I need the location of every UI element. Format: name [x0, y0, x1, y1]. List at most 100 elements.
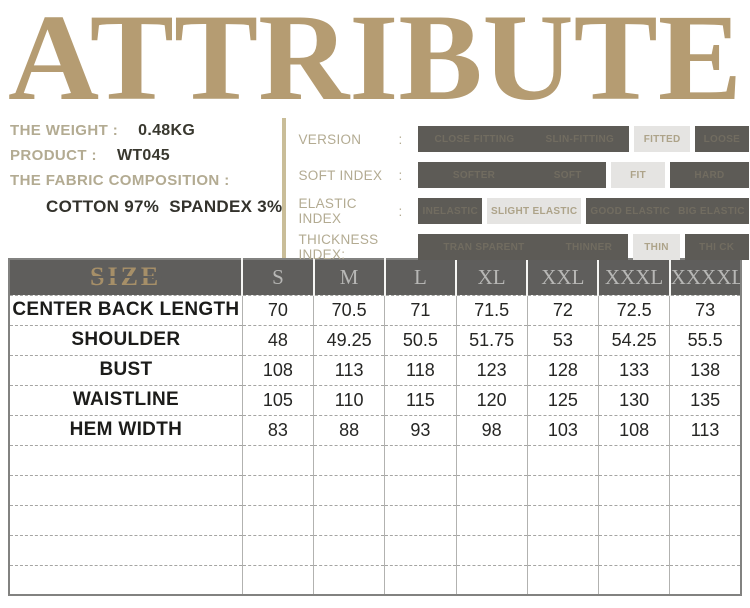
empty-row: [9, 564, 741, 595]
index-option-chip: FIT: [610, 162, 666, 188]
measurement-value: 135: [669, 384, 741, 415]
index-options: CLOSE FITTING SLIN-FITTING FITTED LOOSE: [418, 126, 749, 152]
empty-cell: [313, 564, 385, 595]
empty-cell: [313, 504, 385, 535]
measurement-label: BUST: [9, 354, 243, 385]
measurement-value: 103: [526, 414, 599, 445]
product-line: PRODUCT : WT045: [10, 147, 282, 167]
size-column-header: L: [383, 259, 456, 295]
empty-row: [9, 504, 741, 535]
size-table: SIZE S M L XL XXL XXXL XXXXL CENTER BACK LENGTH…: [8, 258, 742, 596]
index-row: ELASTIC INDEX: INELASTIC SLIGHT ELASTIC GOO…: [298, 196, 749, 226]
measurement-value: 118: [384, 354, 456, 385]
index-row-colon: :: [398, 131, 403, 147]
empty-cell: [455, 504, 528, 535]
empty-cell: [597, 474, 670, 505]
index-row: SOFT INDEX: SOFTER SOFT FIT HARD: [298, 162, 749, 188]
fabric-composition-line: THE FABRIC COMPOSITION :: [10, 172, 282, 192]
measurement-value: 71: [384, 294, 456, 325]
table-row: BUST 108 113 118 123 128 133 138: [9, 354, 741, 385]
fabric-composition-value: COTTON 97% SPANDEX 3%: [46, 197, 283, 216]
table-row: WAISTLINE 105 110 115 120 125 130 135: [9, 384, 741, 415]
measurement-value: 93: [384, 414, 456, 445]
empty-cell: [669, 564, 741, 595]
measurement-value: 55.5: [669, 324, 741, 355]
empty-cell: [313, 444, 385, 475]
index-options: SOFTER SOFT FIT HARD: [418, 162, 749, 188]
index-option-chip: FITTED: [634, 126, 691, 152]
size-column-header: XXL: [526, 259, 599, 295]
measurement-value: 54.25: [597, 324, 670, 355]
index-options: INELASTIC SLIGHT ELASTIC GOOD ELASTIC BIG E…: [418, 198, 749, 224]
product-info: THE WEIGHT : 0.48KG PRODUCT : WT045 THE …: [0, 108, 282, 258]
measurement-value: 133: [597, 354, 670, 385]
index-option-chip: SLIGHT ELASTIC: [486, 198, 582, 224]
empty-cell: [669, 534, 741, 565]
index-option-chip: THINNER: [549, 234, 629, 260]
measurement-value: 108: [597, 414, 670, 445]
empty-row: [9, 444, 741, 475]
empty-cell: [241, 504, 314, 535]
empty-cell: [384, 504, 456, 535]
index-option-chip: BIG ELASTIC: [674, 198, 749, 224]
empty-cell: [384, 534, 456, 565]
measurement-value: 70: [241, 294, 314, 325]
empty-cell: [526, 444, 599, 475]
index-row-colon: :: [398, 167, 403, 183]
measurement-value: 113: [313, 354, 385, 385]
empty-cell: [9, 474, 243, 505]
weight-line: THE WEIGHT : 0.48KG: [10, 122, 282, 142]
measurement-value: 72.5: [597, 294, 670, 325]
index-row-colon: :: [398, 203, 403, 219]
empty-cell: [669, 474, 741, 505]
title-banner: ATTRIBUTE: [0, 0, 750, 108]
size-header-row: SIZE S M L XL XXL XXXL XXXXL: [9, 259, 741, 295]
measurement-label: SHOULDER: [9, 324, 243, 355]
empty-cell: [313, 534, 385, 565]
measurement-value: 48: [241, 324, 314, 355]
weight-value: 0.48KG: [138, 122, 196, 139]
measurement-label: WAISTLINE: [9, 384, 243, 415]
empty-cell: [9, 444, 243, 475]
empty-cell: [384, 474, 456, 505]
empty-cell: [241, 564, 314, 595]
measurement-label: HEM WIDTH: [9, 414, 243, 445]
index-option-chip: GOOD ELASTIC: [586, 198, 675, 224]
empty-cell: [526, 534, 599, 565]
product-value: WT045: [116, 147, 171, 164]
index-option-chip: HARD: [670, 162, 749, 188]
empty-cell: [526, 474, 599, 505]
product-label: PRODUCT :: [10, 147, 97, 164]
empty-cell: [9, 564, 243, 595]
index-option-chip: THIN: [633, 234, 680, 260]
table-row: HEM WIDTH 83 88 93 98 103 108 113: [9, 414, 741, 445]
empty-cell: [597, 564, 670, 595]
empty-cell: [526, 564, 599, 595]
measurement-value: 108: [241, 354, 314, 385]
empty-cell: [9, 504, 243, 535]
measurement-value: 50.5: [384, 324, 456, 355]
measurement-value: 53: [526, 324, 599, 355]
size-column-header: XXXXL: [668, 259, 741, 295]
index-row-label: ELASTIC INDEX: [298, 196, 357, 226]
measurement-value: 49.25: [313, 324, 385, 355]
index-option-chip: CLOSE FITTING: [418, 126, 531, 152]
measurement-value: 71.5: [455, 294, 528, 325]
index-row: VERSION: CLOSE FITTING SLIN-FITTING FITTED L…: [298, 126, 749, 152]
empty-cell: [526, 504, 599, 535]
index-row-label: SOFT INDEX: [298, 167, 383, 183]
measurement-value: 83: [241, 414, 314, 445]
measurement-value: 115: [384, 384, 456, 415]
index-options: TRAN SPARENT THINNER THIN THI CK: [418, 234, 749, 260]
index-row-label: VERSION: [298, 131, 362, 147]
measurement-value: 128: [526, 354, 599, 385]
empty-cell: [669, 444, 741, 475]
size-column-header: XXXL: [597, 259, 670, 295]
measurement-value: 110: [313, 384, 385, 415]
empty-cell: [384, 444, 456, 475]
empty-cell: [455, 534, 528, 565]
title-svg: ATTRIBUTE: [8, 0, 742, 108]
page-title: ATTRIBUTE: [8, 0, 742, 108]
measurement-value: 98: [455, 414, 528, 445]
